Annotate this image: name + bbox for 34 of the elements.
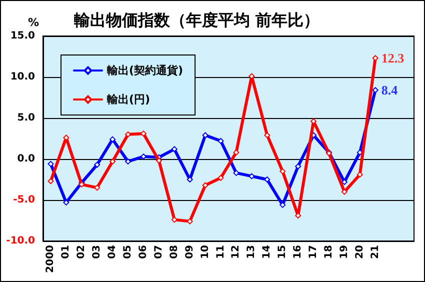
x-tick-label: 16 — [292, 244, 304, 259]
x-tick-label: 2000 — [45, 244, 56, 273]
legend-label: 輸出(契約通貨) — [106, 64, 184, 77]
x-tick-label: 17 — [308, 244, 320, 259]
x-tick-label: 20 — [354, 244, 366, 259]
x-tick-label: 05 — [122, 244, 134, 259]
x-tick-label: 15 — [277, 244, 288, 259]
annotation: 12.3 — [381, 50, 405, 66]
y-axis-title: % — [28, 16, 39, 29]
x-tick-label: 09 — [184, 244, 196, 259]
x-tick-label: 14 — [262, 244, 273, 259]
x-tick-label: 11 — [215, 244, 226, 259]
x-tick-label: 19 — [338, 244, 350, 259]
x-tick-label: 21 — [370, 244, 381, 259]
legend-label: 輸出(円) — [106, 93, 150, 106]
x-tick-label: 18 — [323, 244, 334, 259]
annotation: 8.4 — [381, 82, 398, 98]
y-tick-label: 5.0 — [17, 112, 36, 124]
y-tick-label: 10.0 — [10, 72, 36, 82]
y-tick-label: 0.0 — [17, 154, 36, 164]
x-tick-label: 12 — [230, 244, 242, 259]
x-tick-label: 04 — [107, 244, 118, 259]
x-tick-label: 08 — [168, 244, 180, 259]
chart-title: 輸出物価指数（年度平均 前年比） — [73, 10, 320, 30]
y-tick-label: -10.0 — [6, 236, 36, 246]
y-tick-label: -5.0 — [13, 194, 36, 206]
x-tick-label: 13 — [246, 244, 258, 259]
x-tick-label: 03 — [92, 244, 103, 259]
y-tick-label: 15.0 — [10, 30, 36, 42]
x-tick-label: 06 — [138, 244, 149, 259]
x-tick-label: 07 — [153, 244, 164, 259]
x-tick-label: 02 — [76, 244, 88, 259]
x-tick-label: 01 — [60, 244, 72, 259]
x-tick-label: 10 — [200, 244, 211, 259]
